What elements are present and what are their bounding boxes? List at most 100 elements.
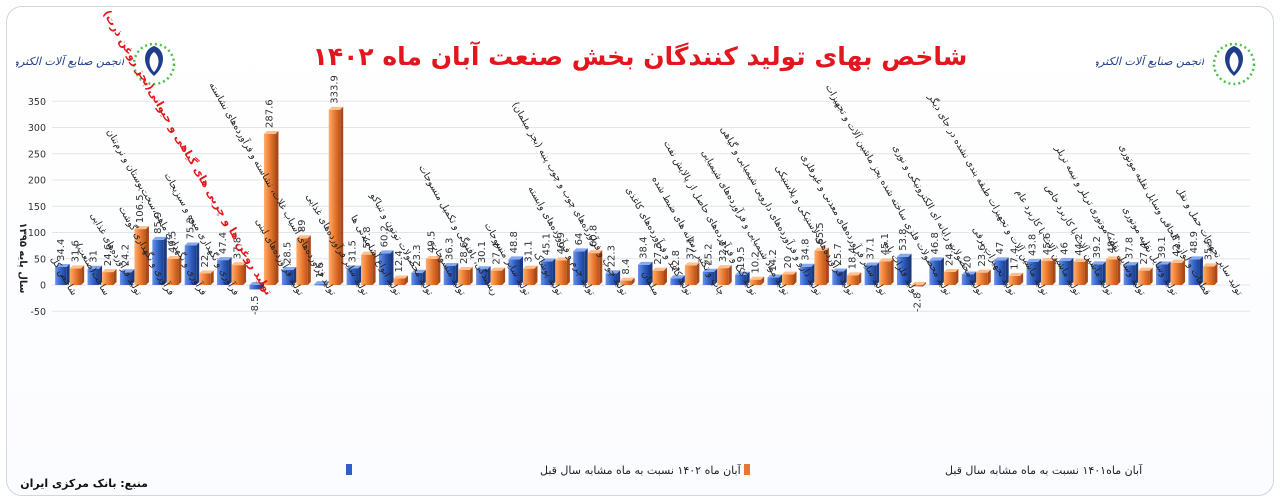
bar-1401 (199, 270, 214, 285)
bar-1402-side (1102, 261, 1106, 285)
bar-1402-body (929, 260, 941, 285)
bar-1401-side (1214, 263, 1218, 285)
bar-1402-body (411, 272, 423, 285)
logo-left: انجمن صنایع آلات الکترونیک ایران (16, 34, 176, 90)
bar-1401-top (328, 106, 344, 110)
page-title: شاخص بهای تولید کنندگان بخش صنعت آبان ما… (312, 42, 968, 71)
bar-1401 (134, 226, 149, 285)
bar-1402-body (508, 259, 520, 285)
bar-1402 (1188, 256, 1203, 285)
bar-1402-side (228, 257, 232, 285)
bar-1401-side (599, 250, 603, 285)
data-label: 36.3 (444, 238, 455, 260)
bar-1402-side (422, 269, 426, 285)
bar-1401-body (263, 134, 276, 285)
bar-1401-side (1084, 258, 1088, 285)
data-label: 65.5 (815, 222, 826, 244)
legend-label-1401: آبان ماه۱۴۰۱ نسبت به ماه مشابه سال قبل (945, 463, 1143, 477)
bar-1401-body (134, 229, 146, 285)
bar-1402 (314, 281, 329, 286)
bar-1401-side (631, 277, 635, 285)
bar-1401-top (1170, 259, 1186, 263)
bar-1402 (832, 268, 847, 285)
data-label: 64 (574, 233, 585, 246)
bar-1401 (976, 269, 991, 285)
bar-1402-side (163, 236, 167, 285)
bar-1402 (281, 267, 297, 285)
bar-1401-top (425, 256, 441, 260)
bar-1401 (1138, 267, 1153, 285)
bar-1401-top (263, 131, 279, 135)
bar-1402-top (249, 282, 264, 285)
bar-1402-side (1005, 257, 1009, 285)
bar-1402 (799, 263, 815, 285)
bar-1402-side (649, 261, 653, 285)
bar-1401-top (393, 275, 408, 279)
bar-1402-top (1026, 259, 1042, 263)
bar-1402-top (605, 270, 621, 274)
chart-frame (6, 6, 1274, 496)
bar-1401-top (652, 267, 667, 271)
bar-1401-body (522, 268, 535, 285)
bar-1402-top (573, 248, 588, 252)
data-label: 60.2 (380, 225, 391, 247)
bar-1401-side (858, 272, 862, 285)
data-label: 39.2 (1092, 236, 1103, 258)
bar-1402-side (908, 253, 912, 285)
data-label: 57.8 (362, 226, 373, 248)
y-axis-label: سال پایه ۱۳۹۵ (17, 223, 28, 294)
bar-1402 (217, 257, 232, 285)
bar-1402-side (779, 274, 783, 285)
bar-1402-body (799, 266, 812, 285)
data-label: 44.2 (1074, 234, 1085, 256)
bar-1401-side (664, 267, 667, 285)
bar-1401 (717, 265, 732, 285)
bar-1402 (540, 258, 556, 285)
bar-1401-body (296, 238, 308, 285)
bar-1401-body (846, 275, 859, 285)
bar-1401-body (976, 272, 988, 285)
bar-1402 (184, 242, 200, 285)
bar-1402 (508, 256, 523, 285)
data-label: 287.6 (265, 99, 276, 128)
bar-1401-top (911, 282, 927, 285)
bar-1402-side (1167, 261, 1171, 285)
bar-1402-top (411, 269, 426, 273)
bar-1402-body (249, 285, 261, 290)
bar-1402-side (811, 263, 815, 285)
bar-1401-side (728, 265, 732, 285)
bar-1402-side (617, 270, 621, 285)
bar-1401-body (199, 273, 211, 285)
data-label: 34.4 (56, 239, 67, 261)
bar-1401 (620, 277, 635, 285)
data-label: 27.4 (1139, 242, 1150, 264)
bar-1401-body (879, 261, 891, 285)
bar-1401 (652, 267, 667, 285)
bar-1402-body (119, 272, 132, 285)
logo-emblem-icon (132, 42, 176, 86)
bar-1402-side (714, 268, 718, 285)
data-label: 31.6 (70, 240, 81, 262)
bar-1401-top (1008, 272, 1024, 276)
bar-1402-side (293, 267, 297, 285)
bar-1401-side (81, 265, 85, 285)
bar-1401-top (717, 265, 732, 269)
bar-1402-top (346, 265, 362, 269)
bar-1402-body (476, 269, 488, 285)
bar-1402-body (346, 268, 359, 285)
data-label: 8.4 (621, 259, 632, 275)
bar-1402-body (1188, 259, 1200, 285)
bar-1402 (119, 269, 135, 285)
bar-1401 (587, 250, 603, 285)
bar-1402 (605, 270, 621, 285)
bar-1402 (961, 271, 977, 285)
bar-1401-top (166, 256, 182, 260)
data-label: 19.5 (736, 246, 747, 268)
bar-1401-side (243, 262, 247, 285)
data-label: 85.9 (153, 212, 164, 234)
y-tick-label: 250 (28, 149, 46, 160)
bar-1402 (411, 269, 426, 285)
bar-1401-side (566, 257, 570, 285)
data-label: 49.5 (427, 231, 438, 253)
bar-1402-body (832, 271, 844, 285)
